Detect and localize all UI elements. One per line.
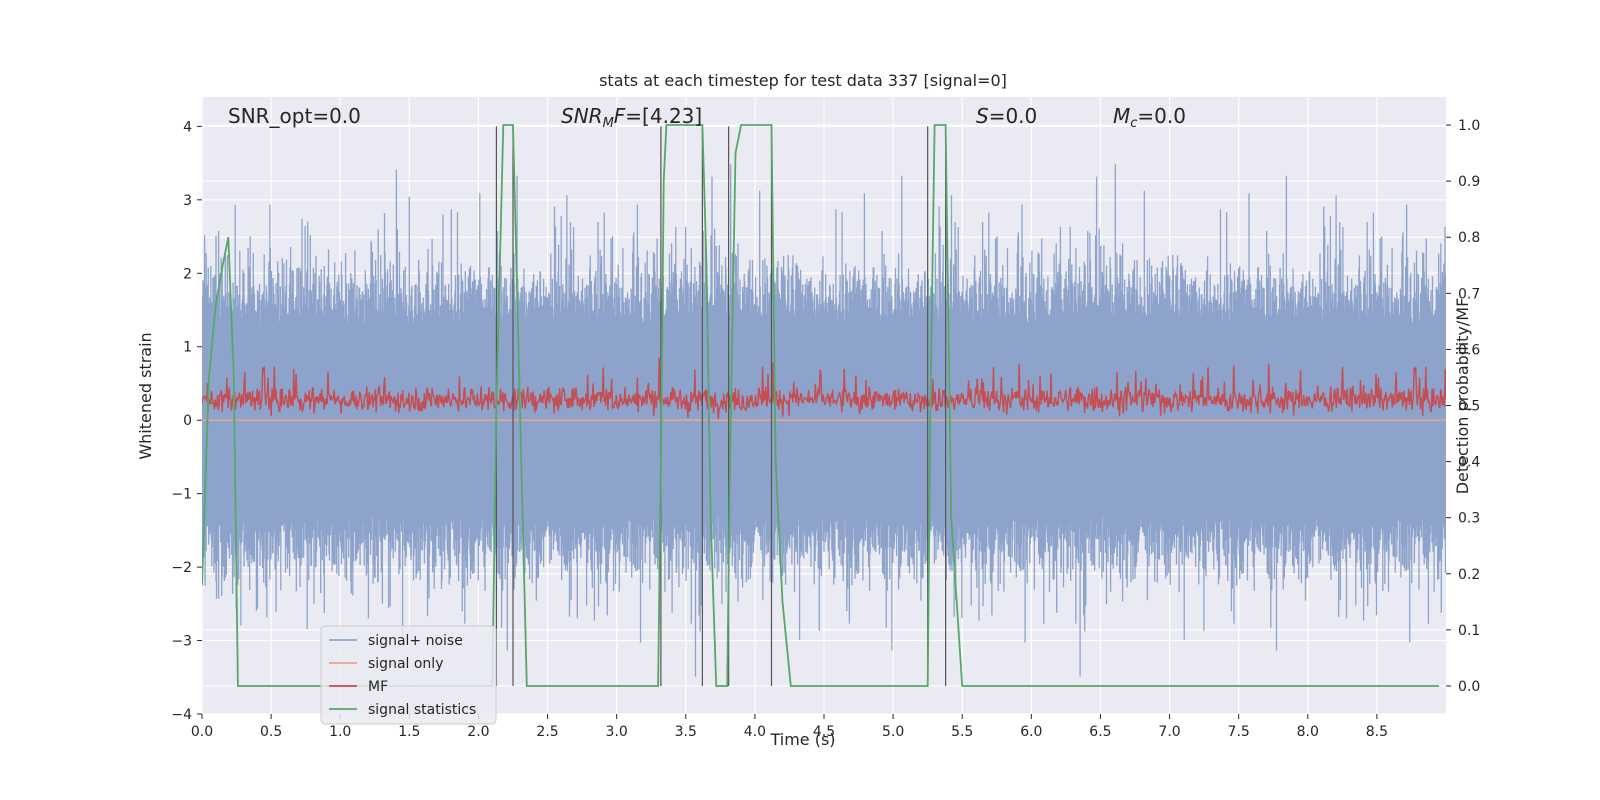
legend-label-statistics: signal statistics <box>368 702 476 718</box>
y-tick-label: 4 <box>183 119 192 135</box>
x-axis-ticks: 0.0 0.5 1.0 1.5 2.0 2.5 3.0 3.5 4.0 4.5 5.0 5.5 6.0 6… <box>191 714 1388 740</box>
x-tick-label: 1.5 <box>398 724 420 740</box>
x-tick-label: 8.5 <box>1366 724 1388 740</box>
right-axis-label: Detection probability/MF <box>1453 298 1472 495</box>
x-tick-label: 5.0 <box>882 724 904 740</box>
mf-series <box>202 357 1446 420</box>
s-symbol: S <box>976 104 989 128</box>
legend-label-noise: signal+ noise <box>368 633 463 649</box>
x-tick-label: 0.5 <box>260 724 282 740</box>
chart-title: stats at each timestep for test data 337… <box>599 71 1007 90</box>
y-tick-label: 1 <box>183 340 192 356</box>
x-tick-label: 3.5 <box>675 724 697 740</box>
y-tick-label: −4 <box>171 707 192 723</box>
y-tick-label: −2 <box>171 560 192 576</box>
right-tick-label: 0.0 <box>1458 679 1480 695</box>
right-tick-label: 0.8 <box>1458 230 1480 246</box>
y-axis-label: Whitened strain <box>136 332 155 459</box>
snr-mf-value: F=[4.23] <box>614 104 702 128</box>
x-axis-label: Time (s) <box>769 730 835 749</box>
right-tick-label: 1.0 <box>1458 118 1480 134</box>
x-tick-label: 2.5 <box>536 724 558 740</box>
mc-subscript: c <box>1130 116 1137 131</box>
right-tick-label: 0.7 <box>1458 286 1480 302</box>
right-tick-label: 0.2 <box>1458 567 1480 583</box>
snr-mf-symbol: SNR <box>561 104 603 128</box>
x-tick-label: 7.5 <box>1228 724 1250 740</box>
legend-label-signal-only: signal only <box>368 656 443 672</box>
x-tick-label: 3.0 <box>606 724 628 740</box>
legend-label-mf: MF <box>368 679 388 695</box>
x-tick-label: 8.0 <box>1297 724 1319 740</box>
mc-value: =0.0 <box>1137 104 1186 128</box>
mc-symbol: M <box>1113 104 1130 128</box>
right-tick-label: 0.5 <box>1458 399 1480 415</box>
snr-opt-annotation: SNR_opt=0.0 <box>228 104 361 128</box>
x-tick-label: 5.5 <box>951 724 973 740</box>
legend-box <box>320 625 497 725</box>
x-tick-label: 6.5 <box>1089 724 1111 740</box>
s-value: =0.0 <box>989 104 1038 128</box>
right-tick-label: 0.3 <box>1458 511 1480 527</box>
y-tick-label: 2 <box>183 266 192 282</box>
right-tick-label: 0.1 <box>1458 623 1480 639</box>
x-tick-label: 0.0 <box>191 724 213 740</box>
snr-mf-subscript: M <box>603 116 614 131</box>
mc-annotation: Mc=0.0 <box>1113 104 1186 131</box>
legend: signal+ noise signal only MF signal stat… <box>320 625 497 725</box>
x-tick-label: 4.0 <box>744 724 766 740</box>
snr-mf-f: F <box>614 104 626 128</box>
right-axis-ticks: 1.0 0.9 0.8 0.7 0.6 0.5 0.4 0.3 0.2 0.1 0.0 <box>1446 118 1480 695</box>
snr-mf-rest: =[4.23] <box>625 104 702 128</box>
x-tick-label: 2.0 <box>467 724 489 740</box>
y-axis-ticks: 4 3 2 1 0 −1 −2 −3 −4 <box>171 119 202 723</box>
y-tick-label: 0 <box>183 413 192 429</box>
right-tick-label: 0.6 <box>1458 342 1480 358</box>
x-tick-label: 6.0 <box>1020 724 1042 740</box>
s-annotation: S=0.0 <box>976 104 1037 128</box>
x-tick-label: 1.0 <box>329 724 351 740</box>
snr-mf-annotation: SNRMF=[4.23] <box>561 104 702 131</box>
y-tick-label: −3 <box>171 634 192 650</box>
y-tick-label: 3 <box>183 193 192 209</box>
right-tick-label: 0.4 <box>1458 455 1480 471</box>
y-tick-label: −1 <box>171 487 192 503</box>
x-tick-label: 4.5 <box>813 724 835 740</box>
x-tick-label: 7.0 <box>1158 724 1180 740</box>
mf-trace <box>202 357 1446 420</box>
right-tick-label: 0.9 <box>1458 174 1480 190</box>
